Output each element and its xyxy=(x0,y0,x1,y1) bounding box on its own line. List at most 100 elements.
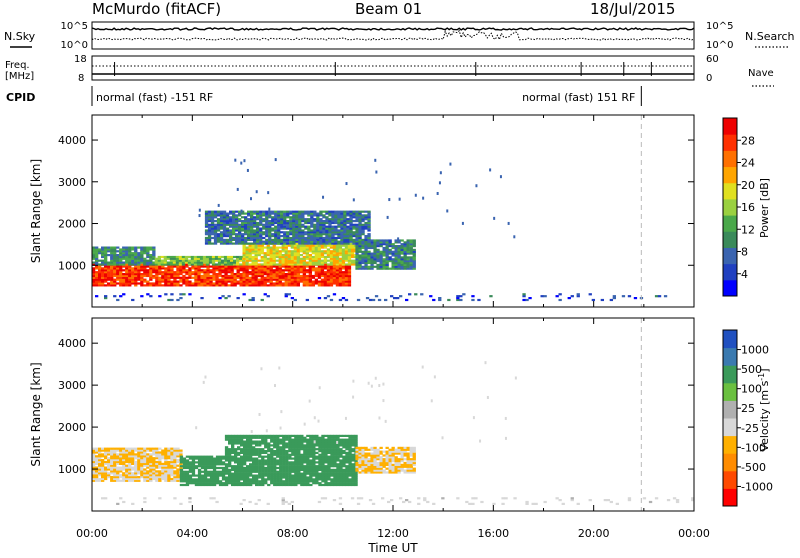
heatmap-cell xyxy=(158,448,161,450)
heatmap-cell xyxy=(398,266,401,268)
heatmap-cell xyxy=(164,468,167,470)
heatmap-cell xyxy=(288,284,291,286)
heatmap-cell xyxy=(261,284,264,286)
heatmap-cell xyxy=(255,461,258,463)
heatmap-cell xyxy=(318,465,321,467)
heatmap-cell xyxy=(312,281,315,283)
heatmap-cell xyxy=(303,245,306,247)
heatmap-cell xyxy=(303,446,306,448)
heatmap-cell xyxy=(383,262,386,264)
heatmap-cell xyxy=(170,273,173,275)
heatmap-cell xyxy=(264,459,267,461)
heatmap-cell xyxy=(294,442,297,444)
heatmap-cell xyxy=(241,243,244,245)
heatmap-cell xyxy=(255,262,258,264)
heatmap-cell xyxy=(285,482,288,484)
heatmap-cell xyxy=(119,263,122,265)
heatmap-cell xyxy=(253,216,256,218)
heatmap-cell xyxy=(327,252,330,254)
nave-tick-bottom: 0 xyxy=(706,73,712,84)
heatmap-cell xyxy=(301,237,304,239)
heatmap-cell xyxy=(158,284,161,286)
beam-label: Beam 01 xyxy=(355,0,422,18)
heatmap-cell xyxy=(364,453,367,455)
heatmap-cell xyxy=(203,271,206,273)
heatmap-cell xyxy=(113,256,116,258)
heatmap-cell xyxy=(358,254,361,256)
heatmap-cell xyxy=(264,469,267,471)
heatmap-cell xyxy=(386,249,389,251)
heatmap-cell xyxy=(345,273,348,275)
heatmap-cell xyxy=(276,284,279,286)
heatmap-cell xyxy=(176,470,179,472)
heatmap-cell xyxy=(279,459,282,461)
heatmap-cell xyxy=(243,437,246,439)
heatmap-cell xyxy=(125,260,128,262)
heatmap-cell xyxy=(295,216,298,218)
heatmap-cell xyxy=(348,256,351,258)
heatmap-cell xyxy=(298,220,301,222)
heatmap-cell xyxy=(288,282,291,284)
heatmap-cell xyxy=(255,260,258,262)
heatmap-cell xyxy=(340,235,343,237)
heatmap-speckle xyxy=(422,197,424,200)
heatmap-cell xyxy=(207,461,210,463)
heatmap-cell xyxy=(270,435,273,437)
heatmap-cell xyxy=(267,444,270,446)
heatmap-cell xyxy=(327,456,330,458)
heatmap-cell xyxy=(380,456,383,458)
heatmap-cell xyxy=(286,213,289,215)
heatmap-cell xyxy=(309,480,312,482)
heatmap-cell xyxy=(236,262,239,264)
heatmap-cell xyxy=(283,213,286,215)
heatmap-cell xyxy=(217,218,220,220)
heatmap-cell xyxy=(250,220,253,222)
heatmap-cell xyxy=(128,453,131,455)
heatmap-cell xyxy=(389,468,392,470)
heatmap-cell xyxy=(246,473,249,475)
heatmap-cell xyxy=(300,478,303,480)
heatmap-cell xyxy=(264,254,267,256)
heatmap-cell xyxy=(297,282,300,284)
heatmap-cell xyxy=(321,456,324,458)
heatmap-cell xyxy=(321,454,324,456)
heatmap-cell xyxy=(528,297,531,299)
heatmap-cell xyxy=(331,239,334,241)
heatmap-cell xyxy=(304,237,307,239)
heatmap-cell xyxy=(223,229,226,231)
heatmap-cell xyxy=(140,476,143,478)
heatmap-cell xyxy=(276,260,279,262)
heatmap-cell xyxy=(345,478,348,480)
heatmap-cell xyxy=(110,266,113,268)
heatmap-cell xyxy=(277,211,280,213)
heatmap-cell xyxy=(279,263,282,265)
heatmap-cell xyxy=(125,451,128,453)
heatmap-cell xyxy=(285,444,288,446)
heatmap-cell xyxy=(285,473,288,475)
heatmap-cell xyxy=(294,475,297,477)
heatmap-cell xyxy=(183,465,186,467)
heatmap-cell xyxy=(306,441,309,443)
heatmap-cell xyxy=(348,275,351,277)
heatmap-cell xyxy=(122,455,125,457)
heatmap-cell xyxy=(125,256,128,258)
heatmap-cell xyxy=(122,463,125,465)
heatmap-cell xyxy=(234,480,237,482)
heatmap-cell xyxy=(253,239,256,241)
heatmap-cell xyxy=(333,437,336,439)
heatmap-cell xyxy=(170,263,173,265)
heatmap-cell xyxy=(348,439,351,441)
heatmap-cell xyxy=(176,451,179,453)
heatmap-cell xyxy=(265,218,268,220)
heatmap-cell xyxy=(155,263,158,265)
heatmap-cell xyxy=(219,458,222,460)
heatmap-cell xyxy=(270,269,273,271)
heatmap-cell xyxy=(264,446,267,448)
heatmap-cell xyxy=(357,299,360,301)
heatmap-cell xyxy=(98,478,101,480)
heatmap-cell xyxy=(273,444,276,446)
heatmap-cell xyxy=(212,256,215,258)
heatmap-cell xyxy=(336,439,339,441)
heatmap-cell xyxy=(216,467,219,469)
noise-tick-left-bottom: 10^0 xyxy=(61,40,88,51)
